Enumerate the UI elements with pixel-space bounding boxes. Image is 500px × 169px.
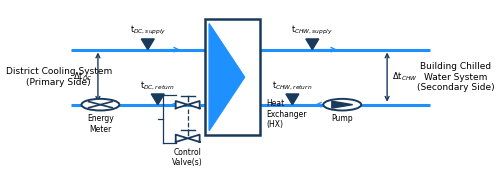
Polygon shape [209, 24, 244, 131]
Polygon shape [306, 39, 319, 50]
Polygon shape [188, 135, 200, 142]
Circle shape [324, 99, 361, 111]
Text: t$_{CHW, return}$: t$_{CHW, return}$ [272, 79, 312, 92]
Text: Δt$_{DC}$: Δt$_{DC}$ [73, 71, 93, 83]
Text: Control
Valve(s): Control Valve(s) [172, 148, 203, 167]
Text: Energy
Meter: Energy Meter [87, 114, 114, 134]
Text: t$_{DC, return}$: t$_{DC, return}$ [140, 79, 175, 92]
Text: Δt$_{CHW}$: Δt$_{CHW}$ [392, 71, 417, 83]
Text: District Cooling System
(Primary Side): District Cooling System (Primary Side) [6, 67, 112, 87]
Polygon shape [176, 135, 188, 142]
Polygon shape [188, 101, 200, 108]
Polygon shape [332, 101, 352, 108]
Polygon shape [176, 101, 188, 108]
Bar [205, 19, 260, 135]
Polygon shape [142, 39, 154, 50]
Text: Building Chilled
Water System
(Secondary Side): Building Chilled Water System (Secondary… [416, 62, 494, 92]
Polygon shape [152, 94, 164, 105]
Text: Pump: Pump [332, 114, 353, 123]
Text: Heat
Exchanger
(HX): Heat Exchanger (HX) [266, 99, 306, 129]
Polygon shape [286, 94, 299, 105]
Circle shape [82, 99, 120, 111]
Text: t$_{DC, supply}$: t$_{DC, supply}$ [130, 23, 166, 37]
Text: t$_{CHW, supply}$: t$_{CHW, supply}$ [292, 23, 334, 37]
